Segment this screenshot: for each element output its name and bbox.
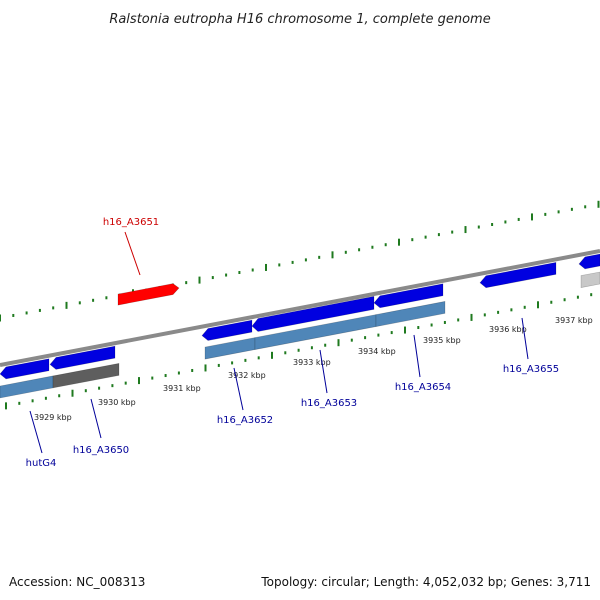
gene-label-h16-a3653: h16_A3653	[301, 398, 357, 409]
gene-label-h16-a3654: h16_A3654	[395, 382, 451, 393]
kbp-label: 3935 kbp	[423, 336, 461, 345]
leader-line	[29, 410, 43, 454]
gene-h16-a3651	[117, 283, 180, 306]
leader-line	[319, 349, 328, 394]
leader-line	[521, 317, 529, 360]
gene-labels: h16_A3651 hutG4 h16_A3650 h16_A3652 h16_…	[26, 217, 560, 469]
leader-line	[90, 398, 102, 439]
accession-text: Accession: NC_008313	[9, 575, 145, 589]
gene-label-h16-a3650: h16_A3650	[73, 445, 129, 456]
gene-steel-a	[204, 337, 256, 360]
kbp-axis-labels: 3929 kbp 3930 kbp 3931 kbp 3932 kbp 3933…	[34, 316, 593, 422]
label-leader-lines	[29, 231, 529, 454]
topology-text: Topology: circular; Length: 4,052,032 bp…	[260, 575, 591, 589]
kbp-label: 3930 kbp	[98, 398, 136, 407]
gene-dark	[52, 363, 120, 389]
leader-line	[124, 231, 141, 276]
backbone-line	[0, 249, 600, 367]
kbp-label: 3929 kbp	[34, 413, 72, 422]
gene-blue-e	[578, 253, 600, 270]
gene-label-hutg4: hutG4	[26, 458, 57, 469]
leader-line	[413, 334, 421, 378]
gene-steel-left	[0, 375, 54, 399]
gene-blue-c	[373, 283, 444, 309]
lower-tick-track	[5, 293, 593, 410]
leader-line	[233, 367, 244, 411]
gene-label-h16-a3651: h16_A3651	[103, 217, 159, 228]
map-title: Ralstonia eutropha H16 chromosome 1, com…	[109, 12, 490, 27]
gene-steel-c	[375, 301, 446, 327]
upper-tick-track	[0, 200, 600, 322]
gene-label-h16-a3652: h16_A3652	[217, 415, 273, 426]
kbp-label: 3932 kbp	[228, 371, 266, 380]
kbp-label: 3933 kbp	[293, 358, 331, 367]
gene-light	[580, 271, 600, 288]
gene-label-h16-a3655: h16_A3655	[503, 364, 559, 375]
kbp-label: 3931 kbp	[163, 384, 201, 393]
gene-blue-d	[479, 262, 557, 289]
kbp-label: 3934 kbp	[358, 347, 396, 356]
gene-left-1	[0, 358, 50, 380]
kbp-label: 3937 kbp	[555, 316, 593, 325]
gene-left-2	[49, 345, 116, 370]
kbp-label: 3936 kbp	[489, 325, 527, 334]
gene-features	[0, 253, 600, 399]
